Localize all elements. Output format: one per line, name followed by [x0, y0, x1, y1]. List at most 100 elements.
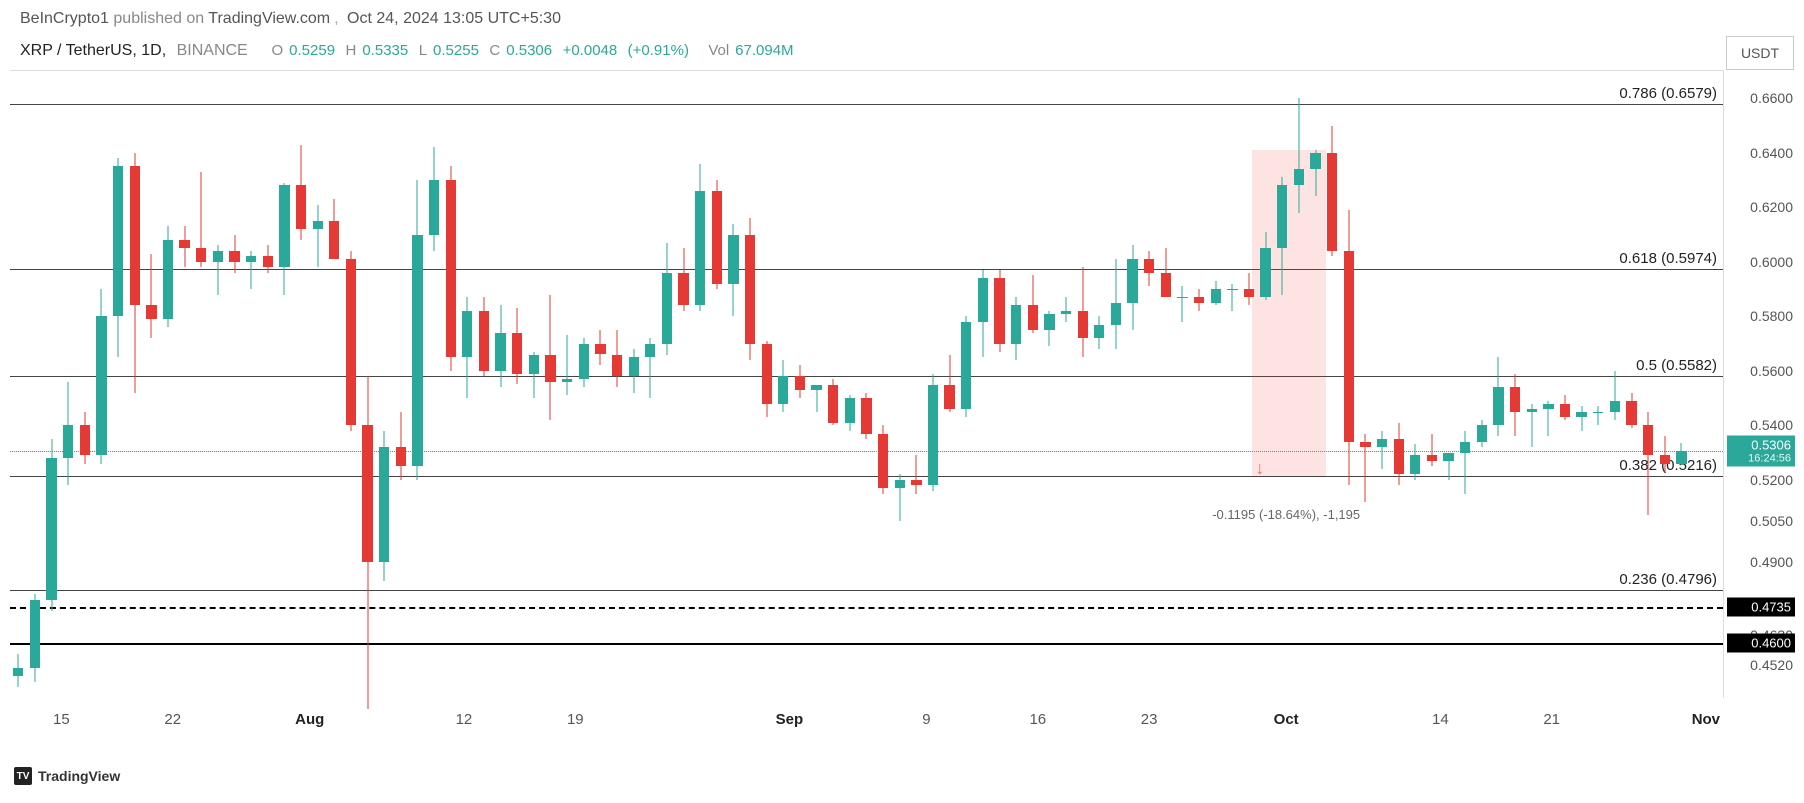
exchange: BINANCE [177, 42, 248, 59]
y-axis-tick: 0.6000 [1750, 254, 1793, 270]
y-axis-tick: 0.5400 [1750, 417, 1793, 433]
ohlc-bar: XRP / TetherUS, 1D, BINANCE O0.5259 H0.5… [20, 42, 800, 60]
candle [1127, 71, 1137, 698]
candle [712, 71, 722, 698]
candle [579, 71, 589, 698]
candle [229, 71, 239, 698]
candle [1344, 71, 1354, 698]
candle [346, 71, 356, 698]
candle [994, 71, 1004, 698]
candle [728, 71, 738, 698]
candle [113, 71, 123, 698]
candle [928, 71, 938, 698]
close-val: 0.5306 [506, 42, 552, 59]
y-axis-tick: 0.6400 [1750, 145, 1793, 161]
candle [1377, 71, 1387, 698]
candle [196, 71, 206, 698]
candle [1227, 71, 1237, 698]
candle [1161, 71, 1171, 698]
candle [811, 71, 821, 698]
candle [146, 71, 156, 698]
candle [911, 71, 921, 698]
y-axis-tick: 0.6200 [1750, 199, 1793, 215]
candle [545, 71, 555, 698]
author: BeInCrypto1 [20, 10, 109, 27]
x-axis-tick: Sep [776, 711, 804, 728]
x-axis-tick: Nov [1692, 711, 1720, 728]
candle [1443, 71, 1453, 698]
pub-date: Oct 24, 2024 13:05 UTC+5:30 [347, 10, 561, 27]
x-axis-tick: Aug [295, 711, 324, 728]
x-axis-tick: 23 [1141, 711, 1158, 728]
tradingview-icon: TV [14, 767, 32, 785]
candle [96, 71, 106, 698]
candle [1260, 71, 1270, 698]
x-axis-tick: 21 [1543, 711, 1560, 728]
candle [462, 71, 472, 698]
candle [645, 71, 655, 698]
x-axis-tick: 9 [922, 711, 930, 728]
candle [63, 71, 73, 698]
candle [778, 71, 788, 698]
candle [1044, 71, 1054, 698]
candle [1061, 71, 1071, 698]
candle [429, 71, 439, 698]
candle [1277, 71, 1287, 698]
candle [629, 71, 639, 698]
candle [1593, 71, 1603, 698]
x-axis-tick: 16 [1029, 711, 1046, 728]
candle [745, 71, 755, 698]
candle [1327, 71, 1337, 698]
pub-word: published on [113, 10, 204, 27]
candle [595, 71, 605, 698]
candle [562, 71, 572, 698]
candle [1394, 71, 1404, 698]
candle [1244, 71, 1254, 698]
candle [961, 71, 971, 698]
candle [1493, 71, 1503, 698]
candle [1144, 71, 1154, 698]
candle [1626, 71, 1636, 698]
candle [1477, 71, 1487, 698]
candle [495, 71, 505, 698]
yaxis-unit-box: USDT [1726, 36, 1794, 70]
candle [446, 71, 456, 698]
candle [895, 71, 905, 698]
candle [1310, 71, 1320, 698]
candle [1294, 71, 1304, 698]
candle [1028, 71, 1038, 698]
candle [179, 71, 189, 698]
y-axis-tick: 0.5800 [1750, 308, 1793, 324]
candle [529, 71, 539, 698]
symbol: XRP / TetherUS, 1D, [20, 42, 171, 59]
candle [1676, 71, 1686, 698]
chart-area[interactable]: 0.66000.64000.62000.60000.58000.56000.54… [10, 70, 1724, 698]
candle [1543, 71, 1553, 698]
candle [612, 71, 622, 698]
candle [1078, 71, 1088, 698]
volume-val: 67.094M [735, 42, 793, 59]
candle [1427, 71, 1437, 698]
candle [1211, 71, 1221, 698]
x-axis-tick: 12 [456, 711, 473, 728]
change-val: +0.0048 [563, 42, 618, 59]
candle [795, 71, 805, 698]
low-val: 0.5255 [433, 42, 479, 59]
candle [1527, 71, 1537, 698]
candle [1660, 71, 1670, 698]
candle [695, 71, 705, 698]
candle [1177, 71, 1187, 698]
x-axis-tick: 15 [53, 711, 70, 728]
candle [662, 71, 672, 698]
y-axis-tick: 0.6600 [1750, 90, 1793, 106]
candle [978, 71, 988, 698]
candle [296, 71, 306, 698]
x-axis-tick: Oct [1274, 711, 1299, 728]
candle [163, 71, 173, 698]
y-axis-tick: 0.4900 [1750, 554, 1793, 570]
chart-container: BeInCrypto1 published on TradingView.com… [0, 0, 1804, 803]
candle [828, 71, 838, 698]
y-axis-tick: 0.5200 [1750, 472, 1793, 488]
candle [279, 71, 289, 698]
candle [130, 71, 140, 698]
